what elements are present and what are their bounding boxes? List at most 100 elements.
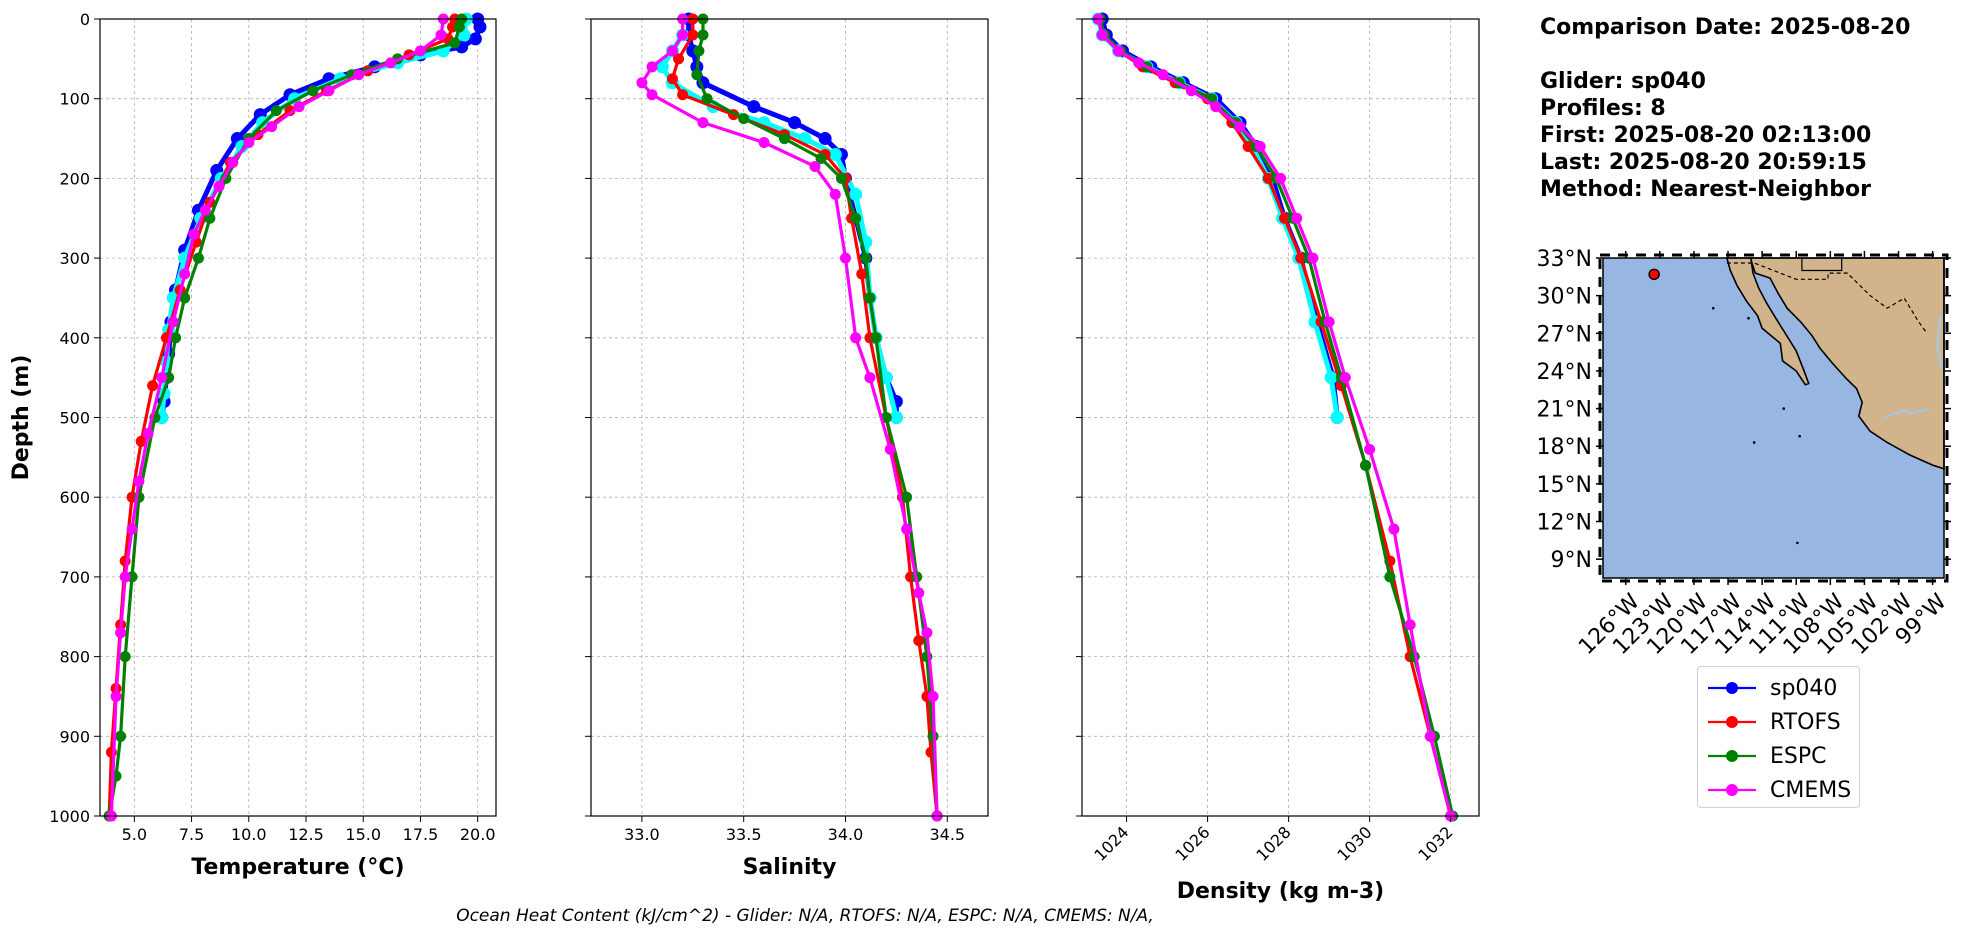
data-point-espc: [115, 730, 127, 742]
data-point-espc: [192, 252, 204, 264]
map-frame-outer: [1598, 253, 1949, 583]
legend-swatch-cmems: [1708, 784, 1756, 796]
data-point-espc: [170, 332, 182, 344]
data-point-cmems: [758, 137, 770, 149]
data-point-sp040-other-profiles: [828, 147, 842, 161]
data-point-cmems: [167, 316, 179, 328]
data-point-cmems: [1404, 619, 1416, 631]
map-lat-label: 30°N: [1537, 285, 1592, 310]
method: Method: Nearest-Neighbor: [1540, 177, 1871, 202]
x-tick-label: 20.0: [460, 825, 496, 844]
series-line-sp040-other-profiles: [659, 33, 899, 419]
data-point-cmems: [1339, 372, 1351, 384]
data-point-espc: [119, 651, 131, 663]
x-axis-label: Salinity: [743, 855, 837, 880]
map-border-state: [1801, 258, 1843, 272]
data-point-cmems: [901, 523, 913, 535]
x-tick-label: 1028: [1252, 823, 1294, 865]
first-time: First: 2025-08-20 02:13:00: [1540, 123, 1872, 148]
x-axis-label: Density (kg m-3): [1177, 879, 1385, 904]
data-point-cmems: [119, 571, 131, 583]
data-point-cmems: [110, 690, 122, 702]
data-point-sp040-other-profiles: [889, 411, 903, 424]
comparison-date: Comparison Date: 2025-08-20: [1540, 15, 1911, 40]
x-tick-label: 5.0: [122, 825, 147, 844]
legend-label-rtofs: RTOFS: [1770, 709, 1841, 735]
data-point-rtofs: [666, 73, 678, 85]
data-point-sp040: [747, 100, 761, 114]
data-point-cmems: [156, 372, 168, 384]
data-point-espc: [453, 21, 465, 33]
data-point-cmems: [839, 252, 851, 264]
ohc-footer: Ocean Heat Content (kJ/cm^2) - Glider: N…: [456, 906, 1154, 926]
map-lat-label: 9°N: [1551, 548, 1592, 573]
info-block: Comparison Date: 2025-08-20 Glider: sp04…: [1540, 14, 1910, 203]
data-point-espc: [270, 105, 282, 117]
data-point-cmems: [864, 372, 876, 384]
map-lat-label: 27°N: [1537, 322, 1592, 347]
temperature-panel: 5.0 7.5 10.0 12.5 15.0 17.5 20.0 0 100 200 300 400 5…: [9, 10, 497, 880]
y-tick-label: 1000: [49, 807, 90, 826]
x-tick-label: 17.5: [403, 825, 439, 844]
data-point-cmems: [385, 57, 397, 69]
data-point-cmems: [697, 117, 709, 129]
data-point-cmems: [1234, 121, 1246, 133]
info-spacer: [1540, 41, 1910, 68]
map-lat-label: 18°N: [1537, 435, 1592, 460]
data-point-sp040-other-profiles: [849, 187, 863, 201]
data-point-cmems: [927, 690, 939, 702]
legend-item-espc: ESPC: [1706, 739, 1859, 773]
data-point-rtofs: [1279, 212, 1291, 224]
data-point-cmems: [1210, 101, 1222, 113]
data-point-cmems: [1323, 316, 1335, 328]
y-tick-label: 400: [59, 329, 90, 348]
data-point-cmems: [414, 45, 426, 57]
data-point-cmems: [126, 523, 138, 535]
profile-count: Profiles: 8: [1540, 96, 1666, 121]
map-land-mainland: [1749, 257, 1945, 470]
x-tick-label: 33.0: [624, 825, 660, 844]
data-point-sp040: [468, 32, 482, 46]
data-point-espc: [701, 93, 713, 105]
data-point-cmems: [142, 427, 154, 439]
data-point-cmems: [188, 228, 200, 240]
legend-swatch-sp040: [1708, 682, 1756, 694]
last-time: Last: 2025-08-20 20:59:15: [1540, 150, 1867, 175]
data-point-cmems: [323, 85, 335, 97]
y-tick-label: 600: [59, 488, 90, 507]
data-point-cmems: [1157, 69, 1169, 81]
map-island: [1752, 441, 1756, 444]
data-point-cmems: [213, 180, 225, 192]
map-lat-label: 33°N: [1537, 247, 1592, 272]
map-island: [1798, 434, 1801, 438]
data-point-cmems: [353, 69, 365, 81]
map-island: [1782, 407, 1786, 410]
data-point-espc: [835, 172, 847, 184]
map-lat-label: 21°N: [1537, 398, 1592, 423]
x-tick-label: 1024: [1090, 823, 1132, 865]
map-border-usa-mexico: [1726, 262, 1928, 334]
data-point-cmems: [1424, 730, 1436, 742]
data-point-espc: [850, 212, 862, 224]
data-point-cmems: [1112, 45, 1124, 57]
data-point-rtofs: [1295, 252, 1307, 264]
glider-position-marker: [1648, 268, 1660, 281]
data-point-espc: [778, 133, 790, 145]
data-point-cmems: [293, 101, 305, 113]
data-point-cmems: [266, 121, 278, 133]
data-point-cmems: [1133, 57, 1145, 69]
data-point-cmems: [1291, 212, 1303, 224]
data-point-cmems: [1254, 141, 1266, 153]
data-point-espc: [864, 292, 876, 304]
data-point-rtofs: [1242, 141, 1254, 153]
data-point-cmems: [677, 29, 689, 41]
data-point-espc: [691, 69, 703, 81]
data-point-cmems: [829, 188, 841, 200]
data-point-cmems: [1096, 29, 1108, 41]
data-point-sp040: [788, 116, 802, 130]
x-tick-label: 1026: [1171, 823, 1213, 865]
data-point-rtofs: [856, 268, 868, 280]
y-tick-label: 700: [59, 568, 90, 587]
y-tick-label: 200: [59, 169, 90, 188]
